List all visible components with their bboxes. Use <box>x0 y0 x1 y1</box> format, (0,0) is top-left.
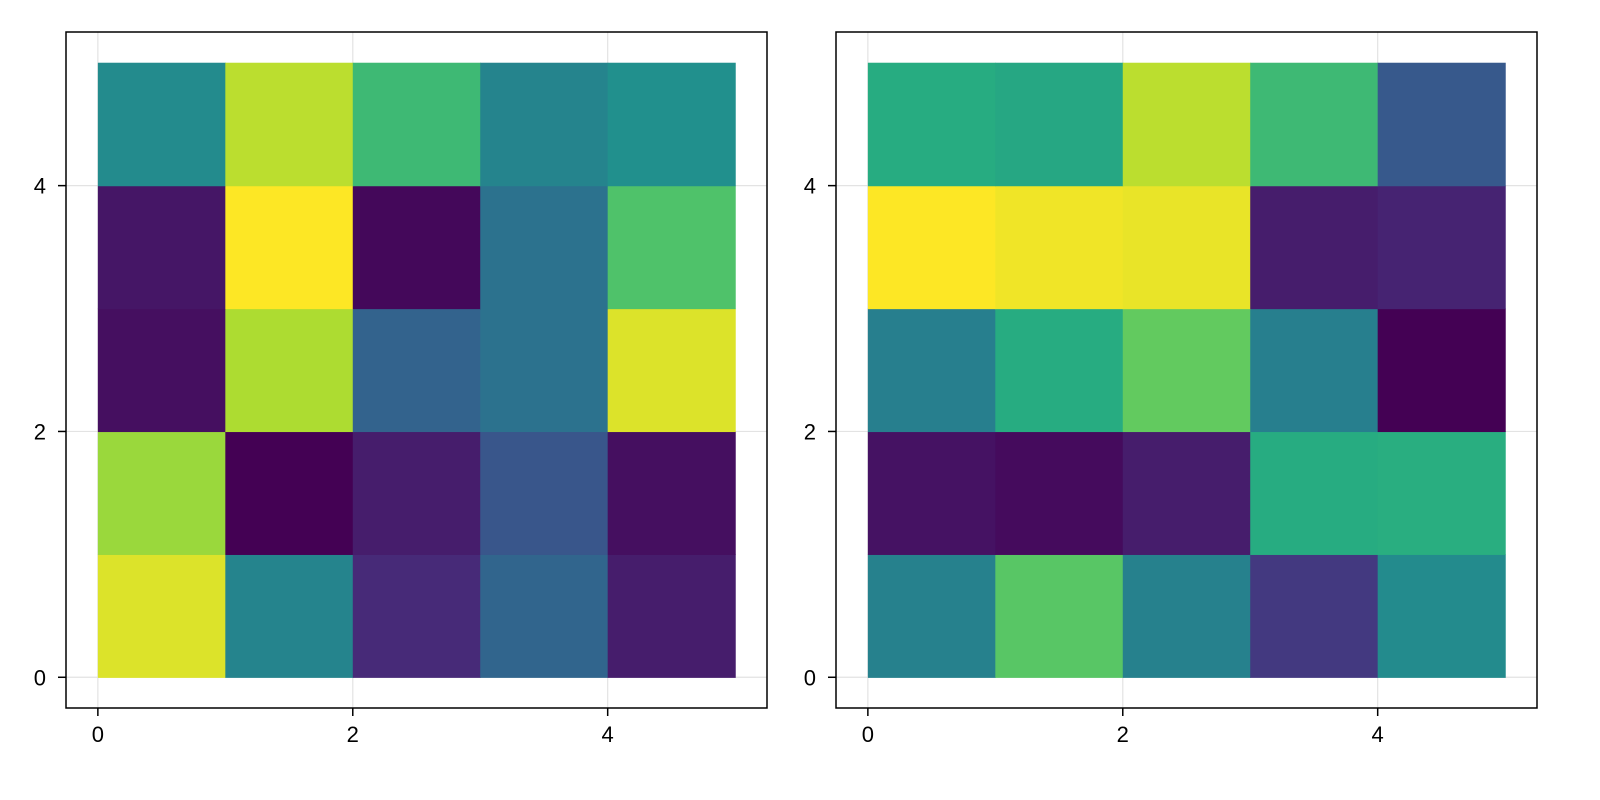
heatmap-cell <box>97 308 226 433</box>
heatmap-cell <box>352 431 481 555</box>
axes-frame <box>65 31 768 709</box>
heatmap-cell <box>607 431 736 555</box>
x-tick-label: 2 <box>347 722 359 747</box>
heatmap-cell <box>480 308 609 433</box>
heatmap-cell <box>97 185 226 310</box>
heatmap-cell <box>1377 62 1506 187</box>
y-tick-label: 0 <box>34 665 46 690</box>
heatmap-cell <box>1122 62 1251 187</box>
heatmap-cell <box>1122 308 1251 433</box>
x-tick-label: 4 <box>602 722 614 747</box>
heatmap-cell <box>225 431 354 555</box>
heatmap-cell <box>995 308 1124 433</box>
heatmap-cell <box>1377 185 1506 310</box>
heatmap-cell <box>867 62 996 187</box>
y-tick-label: 0 <box>804 665 816 690</box>
heatmap-cell <box>225 308 354 433</box>
heatmap-cell <box>1122 185 1251 310</box>
heatmap-cell <box>1377 308 1506 433</box>
heatmap-cell <box>352 62 481 187</box>
y-tick-label: 2 <box>34 419 46 444</box>
x-tick-label: 0 <box>92 722 104 747</box>
heatmap-cell <box>225 185 354 310</box>
heatmap-cell <box>607 554 736 678</box>
heatmap-cell <box>480 62 609 187</box>
heatmap-cell <box>480 431 609 555</box>
heatmap-cell <box>867 185 996 310</box>
heatmap-cell <box>995 185 1124 310</box>
heatmap-cell <box>1122 554 1251 678</box>
heatmap-cell <box>352 308 481 433</box>
heatmap-cell <box>1250 62 1379 187</box>
heatmap-cell <box>225 62 354 187</box>
y-tick-label: 4 <box>804 174 816 199</box>
heatmap-cell <box>995 431 1124 555</box>
x-tick-label: 2 <box>1117 722 1129 747</box>
heatmap-cell <box>97 431 226 555</box>
heatmap-cell <box>1122 431 1251 555</box>
heatmap-cell <box>225 554 354 678</box>
heatmap-cell <box>1250 431 1379 555</box>
axes-frame <box>835 31 1538 709</box>
x-tick-label: 0 <box>862 722 874 747</box>
y-tick-label: 4 <box>34 174 46 199</box>
heatmap-cell <box>607 185 736 310</box>
heatmap-cell <box>1377 431 1506 555</box>
heatmap-cell <box>1250 185 1379 310</box>
y-tick-label: 2 <box>804 419 816 444</box>
x-tick-label: 4 <box>1372 722 1384 747</box>
heatmap-cell <box>607 308 736 433</box>
heatmap-cell <box>352 554 481 678</box>
heatmap-cell <box>480 554 609 678</box>
heatmap-cell <box>607 62 736 187</box>
heatmap-cell <box>97 62 226 187</box>
heatmap-panel-right: 0 2 4 0 2 4 <box>804 31 1538 747</box>
heatmap-cell <box>352 185 481 310</box>
heatmap-cell <box>1377 554 1506 678</box>
heatmap-cell <box>867 308 996 433</box>
heatmap-cell <box>1250 308 1379 433</box>
heatmap-cell <box>867 431 996 555</box>
heatmap-cell <box>995 62 1124 187</box>
heatmap-cell <box>97 554 226 678</box>
heatmap-cell <box>867 554 996 678</box>
heatmap-cell <box>480 185 609 310</box>
heatmap-cell <box>1250 554 1379 678</box>
heatmap-cell <box>995 554 1124 678</box>
heatmap-panel-left: 0 2 4 0 2 4 <box>34 31 768 747</box>
